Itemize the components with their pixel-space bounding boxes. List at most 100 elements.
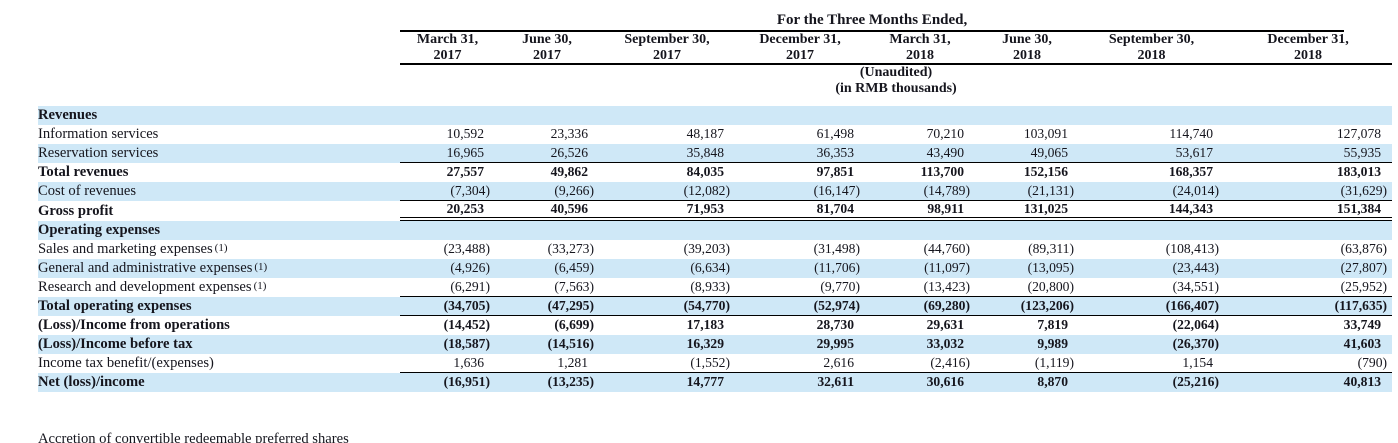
value-cell: 32,611	[735, 373, 865, 392]
cell-value: 1,154	[1079, 355, 1224, 373]
column-header-month: September 30,	[1108, 32, 1195, 47]
value-cell: (22,064)	[1079, 316, 1224, 335]
table-row: Information services 10,592 23,336 48,187 61…	[38, 125, 1392, 144]
cell-value	[975, 230, 1079, 231]
value-cell: (6,699)	[495, 316, 599, 335]
unaudited-note: (Unaudited)	[859, 65, 933, 80]
value-cell	[865, 221, 975, 240]
cell-value: (31,629)	[1224, 183, 1393, 201]
cell-value: (1,552)	[599, 355, 735, 373]
value-cell: 20,253	[400, 201, 495, 221]
quarterly-results-table: For the Three Months Ended, March 31, 201…	[38, 12, 1393, 392]
value-cell: 55,935	[1224, 144, 1393, 163]
value-cell: (69,280)	[865, 297, 975, 316]
value-cell: 33,749	[1224, 316, 1392, 335]
cell-value: (2,416)	[865, 355, 975, 373]
cell-value: 168,357	[1168, 164, 1213, 179]
value-cell: (31,629)	[1224, 182, 1393, 201]
value-cell	[495, 221, 599, 240]
cell-value: (13,095)	[1027, 260, 1074, 275]
cell-value: (89,311)	[1028, 241, 1074, 256]
cell-value: 14,777	[686, 374, 724, 389]
value-cell: (1,119)	[975, 354, 1079, 373]
cell-value: (123,206)	[975, 298, 1079, 316]
value-cell: (9,770)	[735, 278, 865, 297]
cell-value: 61,498	[816, 126, 854, 141]
cell-value: (25,216)	[1172, 374, 1219, 389]
cell-value: (8,933)	[599, 279, 735, 297]
value-cell: 98,911	[865, 201, 975, 221]
cell-value: (69,280)	[865, 298, 975, 316]
value-cell: (47,295)	[495, 297, 599, 316]
row-label-text: Research and development expenses	[38, 278, 252, 295]
value-cell: 151,384	[1224, 201, 1393, 221]
row-label-text: Sales and marketing expenses	[38, 240, 213, 257]
value-cell: (33,273)	[495, 240, 599, 259]
value-cell: (790)	[1224, 354, 1393, 373]
cell-value: 55,935	[1224, 145, 1393, 163]
row-label-text: Total operating expenses	[38, 298, 192, 314]
value-cell: (26,370)	[1079, 335, 1224, 354]
value-cell: 183,013	[1224, 163, 1392, 182]
value-cell	[1224, 106, 1392, 125]
cell-value	[975, 115, 1079, 116]
value-cell: 41,603	[1224, 335, 1392, 354]
cell-value: 23,336	[550, 126, 588, 141]
column-headers-row: March 31, 2017 June 30, 2017 September 30, 20…	[38, 32, 1393, 65]
cell-value: (14,452)	[443, 317, 490, 332]
column-header-year: 2018	[1294, 47, 1323, 63]
cell-value	[865, 115, 975, 116]
value-cell: (34,551)	[1079, 278, 1224, 297]
value-cell: (117,635)	[1224, 297, 1393, 316]
column-header: December 31, 2017	[735, 32, 865, 65]
cell-value: 144,343	[1079, 201, 1224, 221]
column-header-month: March 31,	[416, 32, 479, 47]
table-row: (Loss)/Income from operations (14,452) (6,…	[38, 316, 1392, 335]
cell-value: (6,699)	[554, 317, 594, 332]
value-cell: (1,552)	[599, 354, 735, 373]
value-cell: 168,357	[1079, 163, 1224, 182]
cell-value: (108,413)	[1165, 241, 1219, 256]
cell-value: 36,353	[735, 145, 865, 163]
value-cell: (7,304)	[400, 182, 495, 201]
cell-value: (117,635)	[1224, 298, 1393, 316]
value-cell: (54,770)	[599, 297, 735, 316]
cell-value: (24,014)	[1079, 183, 1224, 201]
value-cell	[495, 106, 599, 125]
row-label: (Loss)/Income from operations	[38, 316, 400, 335]
value-cell: (6,459)	[495, 259, 599, 278]
footnote-reference: (1)	[254, 260, 268, 273]
cell-value: 7,819	[1037, 317, 1068, 332]
cell-value: 10,592	[446, 126, 484, 141]
value-cell: (4,926)	[400, 259, 495, 278]
cell-value: (6,634)	[690, 260, 730, 275]
row-label: General and administrative expenses (1)	[38, 259, 400, 278]
cell-value: 16,965	[400, 145, 495, 163]
cell-value: (13,423)	[865, 279, 975, 297]
value-cell: 40,813	[1224, 373, 1392, 392]
cell-value: 35,848	[599, 145, 735, 163]
cell-value: 114,740	[1169, 126, 1213, 141]
cell-value: (52,974)	[735, 298, 865, 316]
row-label-text: Income tax benefit/(expenses)	[38, 355, 214, 371]
cell-value: 29,995	[816, 336, 854, 351]
value-cell: (16,147)	[735, 182, 865, 201]
cell-value: 43,490	[865, 145, 975, 163]
value-cell	[599, 221, 735, 240]
cell-value: 113,700	[920, 164, 964, 179]
value-cell: (18,587)	[400, 335, 495, 354]
cell-value: 97,851	[816, 164, 854, 179]
cell-value: (9,770)	[735, 279, 865, 297]
cell-value: (39,203)	[683, 241, 730, 256]
value-cell: 103,091	[975, 125, 1079, 144]
cell-value: (1,119)	[975, 355, 1079, 373]
cell-value: (4,926)	[450, 260, 490, 275]
column-header: September 30, 2017	[599, 32, 735, 65]
row-label-text: Reservation services	[38, 145, 159, 161]
cell-value: (44,760)	[923, 241, 970, 256]
subheader-row-currency: (in RMB thousands)	[38, 81, 1392, 97]
cell-value: (11,706)	[814, 260, 860, 275]
value-cell: (13,423)	[865, 278, 975, 297]
cell-value	[599, 115, 735, 116]
